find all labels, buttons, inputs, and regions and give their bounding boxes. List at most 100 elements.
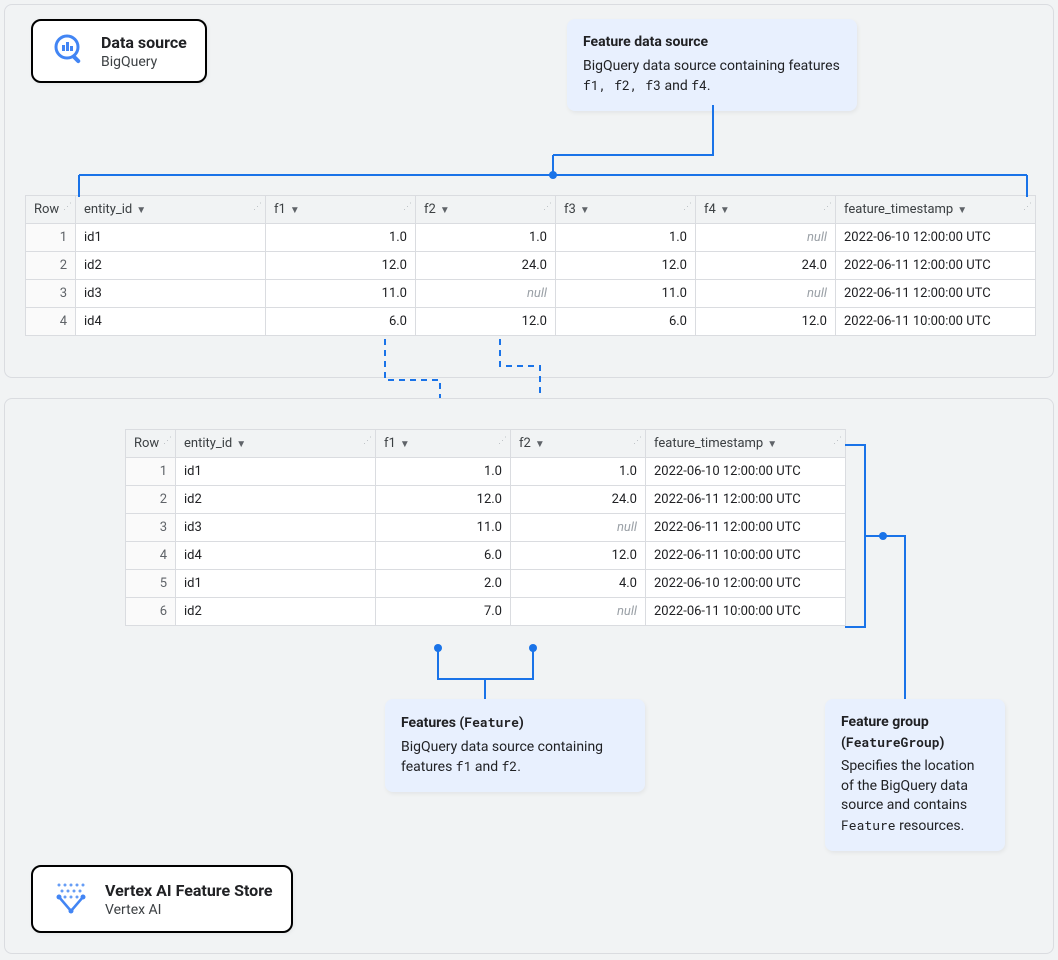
table-cell: 1 (126, 458, 176, 486)
table-cell: 6.0 (556, 308, 696, 336)
callout-title: Feature data source (583, 33, 841, 53)
table-row: 4id46.012.06.012.02022-06-11 10:00:00 UT… (26, 308, 1036, 336)
table-cell: 2022-06-11 10:00:00 UTC (646, 598, 846, 626)
table-cell: 3 (26, 280, 76, 308)
table-cell: 4.0 (511, 570, 646, 598)
table-cell: 4 (26, 308, 76, 336)
table-cell: 12.0 (511, 542, 646, 570)
column-header[interactable]: f2▼⋰ (511, 430, 646, 458)
table-cell: id2 (76, 252, 266, 280)
table-cell: 12.0 (266, 252, 416, 280)
table-cell: 2022-06-11 12:00:00 UTC (646, 514, 846, 542)
table-cell: 12.0 (696, 308, 836, 336)
table-row: 5id12.04.02022-06-10 12:00:00 UTC (126, 570, 846, 598)
dropdown-icon[interactable]: ▼ (236, 439, 246, 450)
table-cell: 1.0 (266, 224, 416, 252)
table-row: 6id27.0null2022-06-11 10:00:00 UTC (126, 598, 846, 626)
dropdown-icon[interactable]: ▼ (535, 439, 545, 450)
callout-body: Specifies the location of the BigQuery d… (841, 757, 989, 836)
table-cell: 11.0 (556, 280, 696, 308)
table-cell: 6.0 (376, 542, 511, 570)
callout-body: BigQuery data source containing features… (583, 57, 841, 97)
column-header[interactable]: Row⋰ (126, 430, 176, 458)
table-cell: 1.0 (416, 224, 556, 252)
table-cell: id3 (176, 514, 376, 542)
dropdown-icon[interactable]: ▼ (400, 439, 410, 450)
table-cell: 7.0 (376, 598, 511, 626)
dropdown-icon[interactable]: ▼ (136, 205, 146, 216)
table-cell: 1.0 (511, 458, 646, 486)
table-cell: 1 (26, 224, 76, 252)
column-header[interactable]: f1▼⋰ (376, 430, 511, 458)
column-header[interactable]: feature_timestamp▼⋰ (646, 430, 846, 458)
table-row: 3id311.0null11.0null2022-06-11 12:00:00 … (26, 280, 1036, 308)
table-cell: 3 (126, 514, 176, 542)
table-row: 2id212.024.02022-06-11 12:00:00 UTC (126, 486, 846, 514)
column-header[interactable]: f2▼⋰ (416, 196, 556, 224)
feature-group-callout: Feature group (FeatureGroup) Specifies t… (825, 699, 1005, 851)
dropdown-icon[interactable]: ▼ (580, 205, 590, 216)
table-cell: 2022-06-11 12:00:00 UTC (646, 486, 846, 514)
features-callout: Features (Feature) BigQuery data source … (385, 699, 645, 792)
table-cell: 5 (126, 570, 176, 598)
table-cell: 24.0 (416, 252, 556, 280)
column-header[interactable]: f4▼⋰ (696, 196, 836, 224)
callout-title: Feature group (FeatureGroup) (841, 713, 989, 753)
table-cell: 1.0 (376, 458, 511, 486)
vertex-icon (51, 877, 91, 921)
vertex-badge: Vertex AI Feature Store Vertex AI (31, 865, 293, 933)
table-cell: 24.0 (696, 252, 836, 280)
table-cell: null (511, 514, 646, 542)
table-cell: 2022-06-10 12:00:00 UTC (646, 570, 846, 598)
table-cell: 12.0 (376, 486, 511, 514)
table-cell: null (416, 280, 556, 308)
feature-data-source-callout: Feature data source BigQuery data source… (567, 19, 857, 111)
column-header[interactable]: f1▼⋰ (266, 196, 416, 224)
table-cell: 4 (126, 542, 176, 570)
column-header[interactable]: Row⋰ (26, 196, 76, 224)
callout-title: Features (Feature) (401, 713, 629, 734)
dropdown-icon[interactable]: ▼ (767, 439, 777, 450)
dropdown-icon[interactable]: ▼ (720, 205, 730, 216)
table-cell: 2022-06-11 12:00:00 UTC (836, 252, 1036, 280)
vertex-badge-title: Vertex AI Feature Store (105, 881, 273, 900)
table-cell: id3 (76, 280, 266, 308)
table-cell: 24.0 (511, 486, 646, 514)
table-cell: id1 (176, 570, 376, 598)
table-cell: 2 (26, 252, 76, 280)
table-cell: 2022-06-11 10:00:00 UTC (646, 542, 846, 570)
table-cell: id1 (176, 458, 376, 486)
table-cell: id2 (176, 486, 376, 514)
table-cell: id2 (176, 598, 376, 626)
table-cell: null (696, 224, 836, 252)
table-cell: 2022-06-11 12:00:00 UTC (836, 280, 1036, 308)
dropdown-icon[interactable]: ▼ (440, 205, 450, 216)
table-row: 2id212.024.012.024.02022-06-11 12:00:00 … (26, 252, 1036, 280)
table-cell: 1.0 (556, 224, 696, 252)
table-cell: id1 (76, 224, 266, 252)
table-row: 3id311.0null2022-06-11 12:00:00 UTC (126, 514, 846, 542)
table-row: 1id11.01.02022-06-10 12:00:00 UTC (126, 458, 846, 486)
table-cell: 6 (126, 598, 176, 626)
bigquery-panel: Data source BigQuery Feature data source… (4, 4, 1054, 378)
table-cell: 2022-06-11 10:00:00 UTC (836, 308, 1036, 336)
bigquery-badge: Data source BigQuery (31, 19, 207, 83)
table-cell: 2022-06-10 12:00:00 UTC (646, 458, 846, 486)
feature-store-table: Row⋰entity_id▼⋰f1▼⋰f2▼⋰feature_timestamp… (125, 429, 846, 626)
table-cell: 11.0 (266, 280, 416, 308)
table-cell: 12.0 (556, 252, 696, 280)
table-cell: null (511, 598, 646, 626)
dropdown-icon[interactable]: ▼ (290, 205, 300, 216)
table-cell: null (696, 280, 836, 308)
column-header[interactable]: entity_id▼⋰ (176, 430, 376, 458)
bigquery-badge-title: Data source (101, 33, 187, 52)
column-header[interactable]: entity_id▼⋰ (76, 196, 266, 224)
column-header[interactable]: f3▼⋰ (556, 196, 696, 224)
bigquery-table: Row⋰entity_id▼⋰f1▼⋰f2▼⋰f3▼⋰f4▼⋰feature_t… (25, 195, 1036, 336)
table-cell: 2 (126, 486, 176, 514)
table-cell: 6.0 (266, 308, 416, 336)
bigquery-badge-subtitle: BigQuery (101, 54, 187, 70)
dropdown-icon[interactable]: ▼ (957, 205, 967, 216)
column-header[interactable]: feature_timestamp▼⋰ (836, 196, 1036, 224)
callout-body: BigQuery data source containing features… (401, 738, 629, 778)
